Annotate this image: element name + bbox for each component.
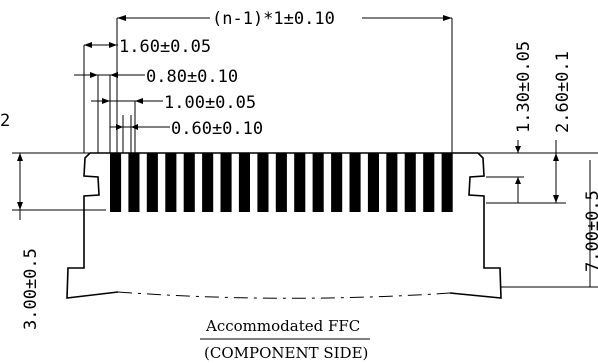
dimension-0-60: 0.60±0.10	[110, 115, 263, 153]
ffc-contact	[257, 153, 269, 212]
ffc-contact	[386, 153, 398, 212]
ffc-contact	[275, 153, 287, 212]
d4-label: 0.60±0.10	[171, 119, 263, 139]
dimension-0-80: 0.80±0.10	[74, 67, 238, 153]
ffc-contact	[367, 153, 379, 212]
right-edge-label: 7.00±0.5	[583, 190, 598, 272]
ffc-contacts	[110, 153, 453, 212]
ffc-contact	[128, 153, 140, 212]
d3-label: 1.00±0.05	[164, 93, 256, 113]
dimension-1-60: 1.60±0.05	[83, 37, 211, 153]
dimension-top-span: (n-1)*1±0.10	[116, 9, 453, 153]
caption-line1: Accommodated FFC	[205, 317, 360, 335]
ffc-contact	[202, 153, 214, 212]
ffc-contact	[312, 153, 324, 212]
ffc-contact	[183, 153, 195, 212]
ffc-contact	[423, 153, 435, 212]
ffc-contact	[110, 153, 122, 212]
dimension-1-00: 1.00±0.05	[91, 93, 256, 153]
caption-line2: (COMPONENT SIDE)	[204, 344, 368, 362]
left-height-label: 3.00±0.5	[21, 248, 41, 330]
ffc-contact	[331, 153, 343, 212]
right-small-label: 1.30±0.05	[514, 41, 534, 133]
ffc-contact	[146, 153, 158, 212]
dimension-right: 1.30±0.05 2.60±0.1 7.00±0.5	[486, 41, 598, 288]
d1-label: 1.60±0.05	[119, 37, 211, 57]
ffc-contact	[404, 153, 416, 212]
caption: Accommodated FFC (COMPONENT SIDE)	[200, 317, 370, 362]
left-edge-fragment: 2	[0, 111, 10, 131]
top-span-label: (n-1)*1±0.10	[212, 9, 335, 29]
ffc-contact	[441, 153, 453, 212]
ffc-contact	[238, 153, 250, 212]
d2-label: 0.80±0.10	[146, 67, 238, 87]
ffc-contact	[220, 153, 232, 212]
ffc-contact	[165, 153, 177, 212]
right-large-label: 2.60±0.1	[553, 51, 573, 133]
ffc-contact	[294, 153, 306, 212]
ffc-contact	[349, 153, 361, 212]
dimension-left-height: 3.00±0.5 2	[0, 111, 106, 330]
